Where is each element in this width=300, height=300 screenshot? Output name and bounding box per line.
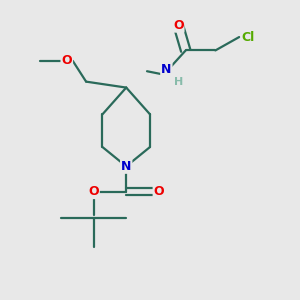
Text: O: O	[61, 54, 72, 67]
Text: O: O	[154, 185, 164, 198]
Text: H: H	[174, 76, 183, 87]
Text: O: O	[88, 185, 99, 198]
Text: N: N	[121, 160, 131, 173]
Text: O: O	[173, 19, 184, 32]
Text: Cl: Cl	[242, 31, 255, 44]
Text: N: N	[161, 63, 172, 76]
